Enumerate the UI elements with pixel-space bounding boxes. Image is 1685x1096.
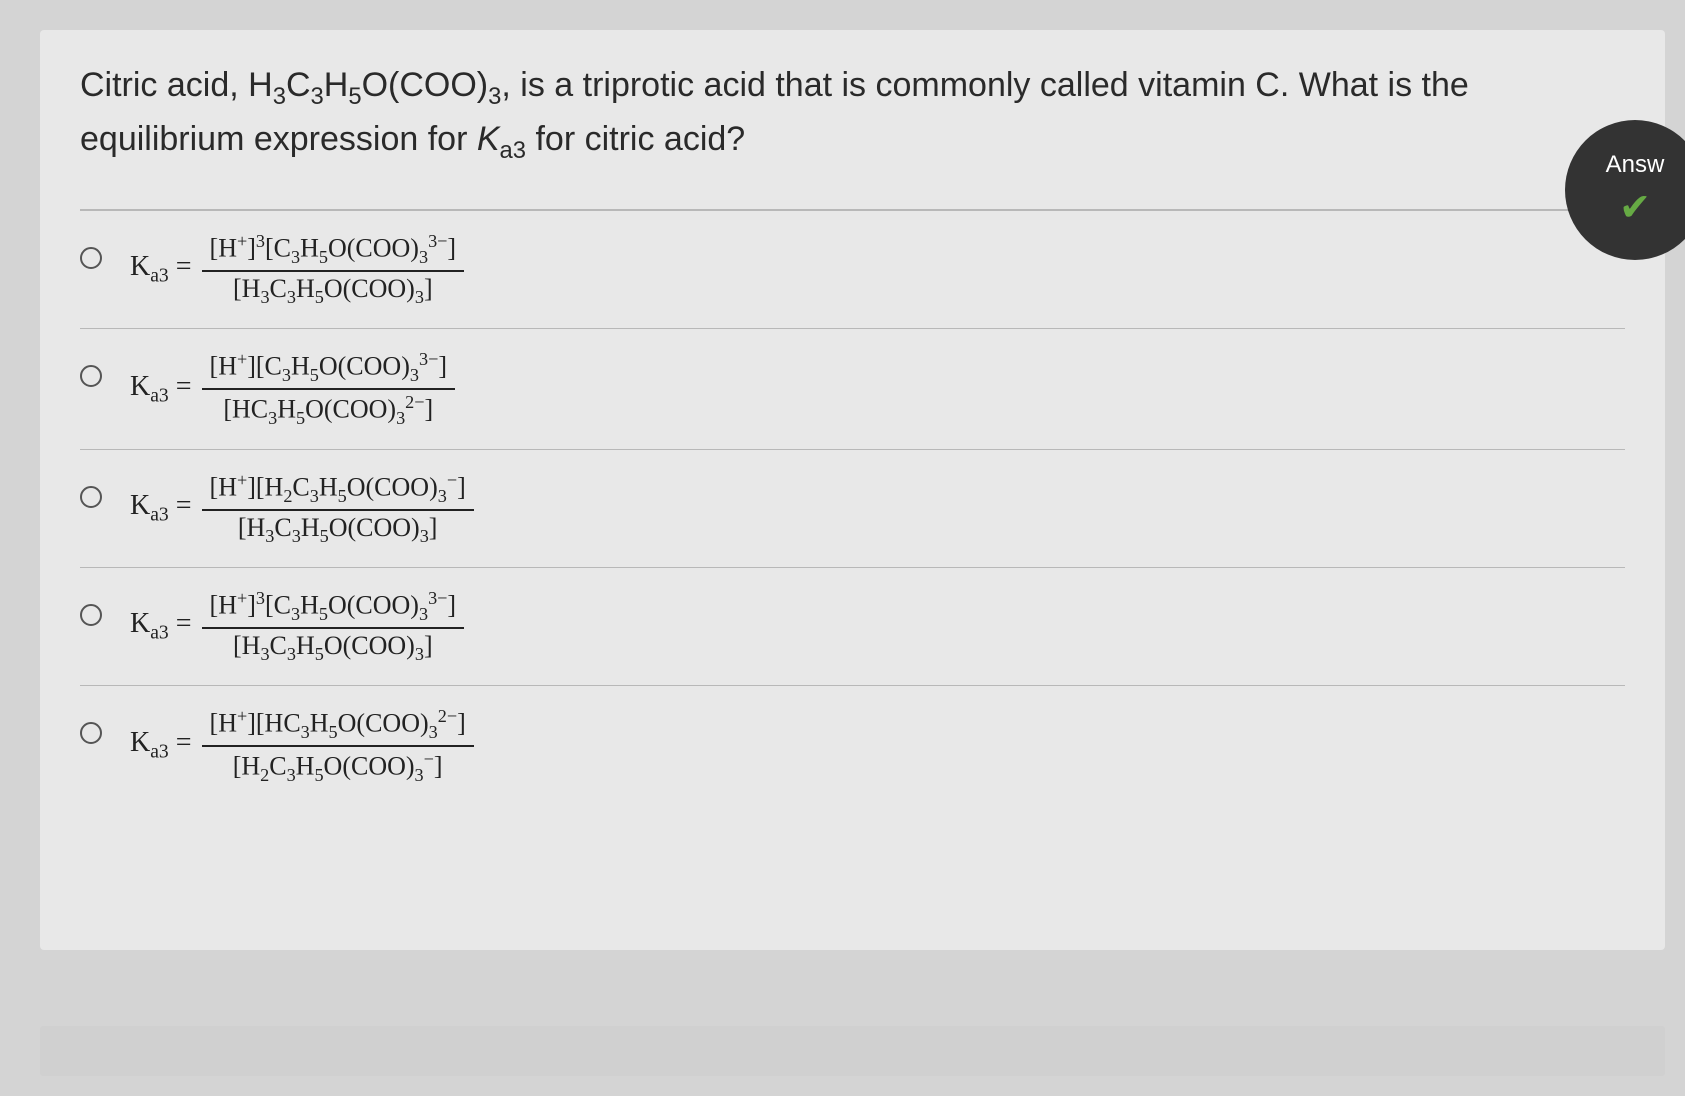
- option-row[interactable]: Ka3 = [H+]3[C3H5O(COO)33−][H3C3H5O(COO)3]: [80, 568, 1625, 686]
- denominator: [H3C3H5O(COO)3]: [225, 272, 441, 310]
- fraction: [H+][H2C3H5O(COO)3−][H3C3H5O(COO)3]: [202, 468, 474, 549]
- formula: Ka3 = [H+][C3H5O(COO)33−][HC3H5O(COO)32−]: [130, 347, 455, 431]
- radio-button[interactable]: [80, 486, 102, 508]
- fraction: [H+]3[C3H5O(COO)33−][H3C3H5O(COO)3]: [202, 229, 465, 310]
- question-panel: Citric acid, H3C3H5O(COO)3, is a triprot…: [40, 30, 1665, 950]
- formula-lhs: Ka3 =: [130, 371, 192, 408]
- denominator: [H3C3H5O(COO)3]: [230, 511, 446, 549]
- fraction: [H+][HC3H5O(COO)32−][H2C3H5O(COO)3−]: [202, 704, 474, 788]
- formula: Ka3 = [H+][HC3H5O(COO)32−][H2C3H5O(COO)3−…: [130, 704, 474, 788]
- option-row[interactable]: Ka3 = [H+][C3H5O(COO)33−][HC3H5O(COO)32−]: [80, 329, 1625, 450]
- numerator: [H+][C3H5O(COO)33−]: [202, 347, 455, 390]
- formula: Ka3 = [H+]3[C3H5O(COO)33−][H3C3H5O(COO)3]: [130, 229, 464, 310]
- formula-lhs: Ka3 =: [130, 490, 192, 527]
- answer-badge-label: Answ: [1606, 151, 1665, 179]
- numerator: [H+]3[C3H5O(COO)33−]: [202, 586, 465, 629]
- option-row[interactable]: Ka3 = [H+][HC3H5O(COO)32−][H2C3H5O(COO)3−…: [80, 686, 1625, 806]
- radio-button[interactable]: [80, 365, 102, 387]
- formula-lhs: Ka3 =: [130, 727, 192, 764]
- check-icon: ✔: [1619, 185, 1651, 230]
- fraction: [H+]3[C3H5O(COO)33−][H3C3H5O(COO)3]: [202, 586, 465, 667]
- options-list: Ka3 =[H+]3[C3H5O(COO)33−][H3C3H5O(COO)3]…: [80, 211, 1625, 805]
- numerator: [H+]3[C3H5O(COO)33−]: [202, 229, 465, 272]
- denominator: [H2C3H5O(COO)3−]: [225, 747, 451, 788]
- bottom-bar: [40, 1026, 1665, 1076]
- formula-lhs: Ka3 =: [130, 608, 192, 645]
- fraction: [H+][C3H5O(COO)33−][HC3H5O(COO)32−]: [202, 347, 455, 431]
- formula-lhs: Ka3 =: [130, 251, 192, 288]
- formula: Ka3 = [H+]3[C3H5O(COO)33−][H3C3H5O(COO)3]: [130, 586, 464, 667]
- radio-button[interactable]: [80, 604, 102, 626]
- question-text: Citric acid, H3C3H5O(COO)3, is a triprot…: [80, 60, 1625, 169]
- numerator: [H+][H2C3H5O(COO)3−]: [202, 468, 474, 511]
- option-row[interactable]: Ka3 = [H+][H2C3H5O(COO)3−][H3C3H5O(COO)3]: [80, 450, 1625, 568]
- formula: Ka3 = [H+][H2C3H5O(COO)3−][H3C3H5O(COO)3]: [130, 468, 474, 549]
- denominator: [H3C3H5O(COO)3]: [225, 629, 441, 667]
- radio-button[interactable]: [80, 247, 102, 269]
- numerator: [H+][HC3H5O(COO)32−]: [202, 704, 474, 747]
- option-row[interactable]: Ka3 = [H+]3[C3H5O(COO)33−][H3C3H5O(COO)3]: [80, 211, 1625, 329]
- denominator: [HC3H5O(COO)32−]: [215, 390, 441, 431]
- radio-button[interactable]: [80, 722, 102, 744]
